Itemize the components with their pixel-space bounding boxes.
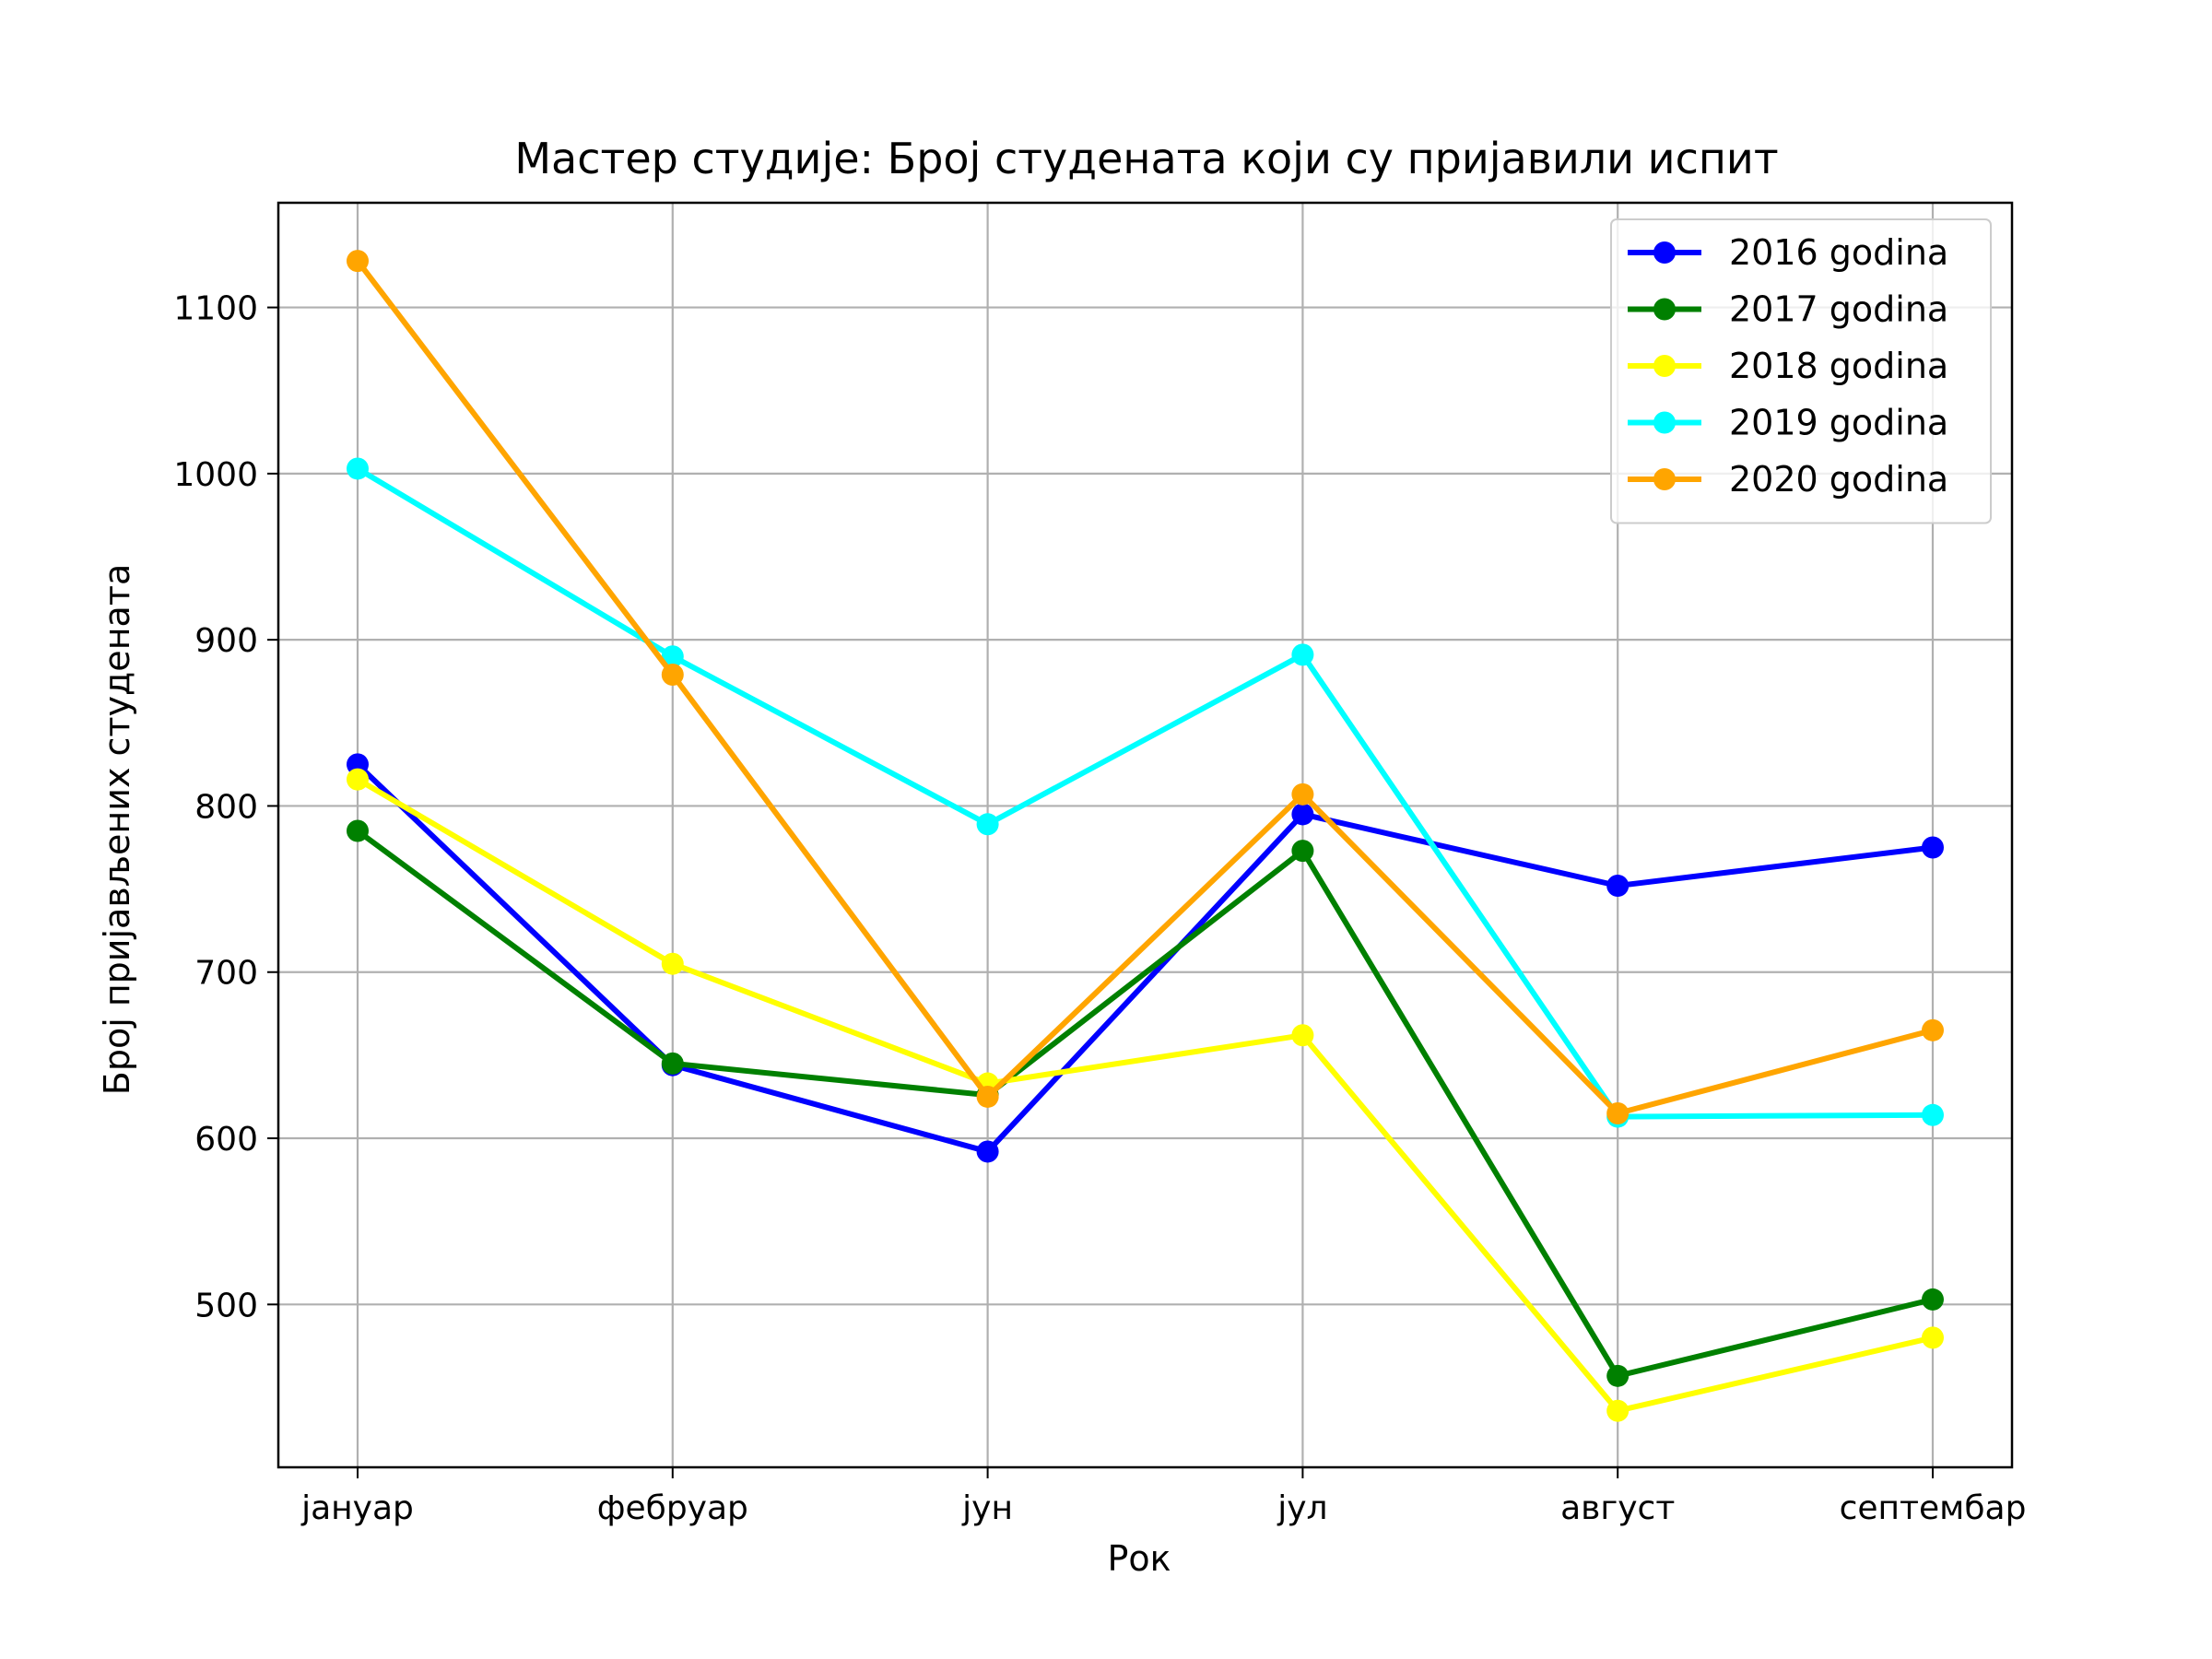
legend-marker — [1653, 411, 1676, 434]
data-point — [1291, 840, 1314, 863]
legend-label: 2016 godina — [1729, 232, 1948, 273]
legend-item: 2016 godina — [1628, 232, 1948, 273]
series-layer — [347, 250, 1944, 1422]
data-point — [1922, 1288, 1944, 1311]
data-point — [1606, 874, 1630, 897]
data-point — [1922, 1326, 1944, 1349]
series-2018-godina — [347, 768, 1944, 1422]
chart-title: Мастер студије: Број студената који су п… — [514, 134, 1778, 183]
y-tick-label: 600 — [194, 1121, 258, 1159]
series-line — [353, 827, 1936, 1379]
y-axis-label: Број пријављених студената — [97, 564, 137, 1095]
series-line — [353, 465, 1936, 1120]
data-point — [1922, 1103, 1944, 1126]
data-point — [661, 645, 684, 668]
y-tick-label: 500 — [194, 1287, 258, 1324]
x-tick-label: јул — [1277, 1489, 1327, 1527]
x-tick-label: септембар — [1840, 1489, 2027, 1527]
data-point — [1922, 836, 1944, 859]
data-point — [347, 768, 369, 791]
x-tick-label: јануар — [300, 1489, 414, 1527]
series-line — [353, 775, 1936, 1414]
data-point — [661, 1052, 684, 1075]
series-line — [353, 760, 1936, 1155]
y-tick-label: 1000 — [173, 456, 258, 494]
legend-item: 2017 godina — [1628, 289, 1948, 330]
legend-label: 2017 godina — [1729, 289, 1948, 330]
data-point — [1606, 1101, 1630, 1124]
y-tick-label: 1100 — [173, 290, 258, 328]
series-line — [353, 256, 1936, 1116]
legend-item: 2020 godina — [1628, 459, 1948, 500]
data-point — [661, 664, 684, 687]
data-point — [661, 952, 684, 975]
data-point — [976, 1140, 999, 1163]
data-point — [1606, 1364, 1630, 1387]
legend-item: 2019 godina — [1628, 403, 1948, 443]
x-tick-label: август — [1560, 1489, 1675, 1527]
tick-layer: јануар фебруар јун јул август септембар 500 600… — [173, 290, 2026, 1527]
data-point — [976, 813, 999, 836]
data-point — [1291, 643, 1314, 666]
y-tick-label: 900 — [194, 622, 258, 660]
legend-marker — [1653, 468, 1676, 490]
data-point — [1606, 1399, 1630, 1422]
data-point — [1291, 1024, 1314, 1047]
data-point — [347, 819, 369, 842]
data-point — [347, 250, 369, 273]
x-tick-label: фебруар — [597, 1489, 748, 1527]
legend-label: 2018 godina — [1729, 346, 1948, 386]
data-point — [976, 1085, 999, 1108]
series-2017-godina — [347, 819, 1944, 1387]
y-tick-label: 700 — [194, 955, 258, 993]
data-point — [1291, 782, 1314, 806]
plot-frame — [276, 201, 2014, 1469]
legend-marker — [1653, 298, 1676, 321]
y-tick-label: 800 — [194, 788, 258, 826]
x-axis-label: Рок — [1107, 1538, 1171, 1579]
legend-label: 2019 godina — [1729, 403, 1948, 443]
data-point — [1922, 1018, 1944, 1041]
legend-marker — [1653, 355, 1676, 377]
legend-box — [1610, 218, 1992, 524]
legend: 2016 godina 2017 godina 2018 godina 2019 go… — [1610, 218, 1992, 524]
data-point — [1291, 803, 1314, 826]
data-point — [347, 457, 369, 480]
series-2020-godina — [347, 250, 1944, 1124]
legend-label: 2020 godina — [1729, 459, 1948, 500]
legend-item: 2018 godina — [1628, 346, 1948, 386]
x-tick-label: јун — [961, 1489, 1013, 1527]
legend-marker — [1653, 241, 1676, 264]
